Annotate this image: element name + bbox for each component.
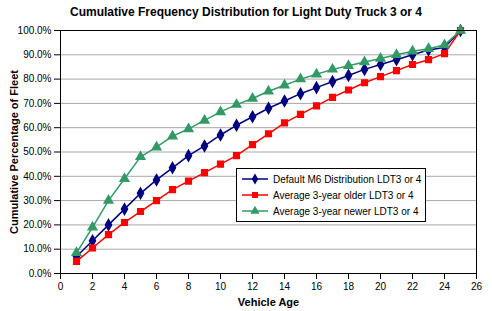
svg-text:10.0%: 10.0%	[23, 243, 51, 254]
svg-text:10: 10	[215, 281, 227, 292]
svg-text:12: 12	[247, 281, 259, 292]
svg-text:24: 24	[439, 281, 451, 292]
svg-text:40.0%: 40.0%	[23, 171, 51, 182]
svg-text:Cumulative Percentage of Fleet: Cumulative Percentage of Fleet	[8, 70, 20, 234]
svg-text:Vehicle Age: Vehicle Age	[238, 296, 299, 308]
svg-text:100.0%: 100.0%	[18, 25, 52, 36]
svg-text:60.0%: 60.0%	[23, 122, 51, 133]
svg-text:22: 22	[407, 281, 419, 292]
svg-text:16: 16	[311, 281, 323, 292]
svg-text:2: 2	[90, 281, 96, 292]
svg-text:20: 20	[375, 281, 387, 292]
svg-text:0.0%: 0.0%	[29, 268, 52, 279]
svg-text:14: 14	[279, 281, 291, 292]
svg-text:4: 4	[122, 281, 128, 292]
svg-text:50.0%: 50.0%	[23, 146, 51, 157]
svg-text:80.0%: 80.0%	[23, 73, 51, 84]
svg-text:90.0%: 90.0%	[23, 49, 51, 60]
svg-text:8: 8	[186, 281, 192, 292]
svg-text:26: 26	[471, 281, 483, 292]
svg-text:70.0%: 70.0%	[23, 98, 51, 109]
svg-text:6: 6	[154, 281, 160, 292]
svg-text:18: 18	[343, 281, 355, 292]
svg-text:20.0%: 20.0%	[23, 219, 51, 230]
html-text:Average 3-year older LDT3 or 4: Average 3-year older LDT3 or 4	[273, 189, 414, 201]
svg-text:30.0%: 30.0%	[23, 195, 51, 206]
html-text:Default M6 Distribution LDT3 o: Default M6 Distribution LDT3 or 4	[273, 173, 422, 185]
html-text:Average 3-year newer LDT3 or 4: Average 3-year newer LDT3 or 4	[273, 205, 419, 217]
html-text:Cumulative Frequency Distribut: Cumulative Frequency Distribution for Li…	[70, 5, 422, 19]
svg-text:0: 0	[58, 281, 64, 292]
